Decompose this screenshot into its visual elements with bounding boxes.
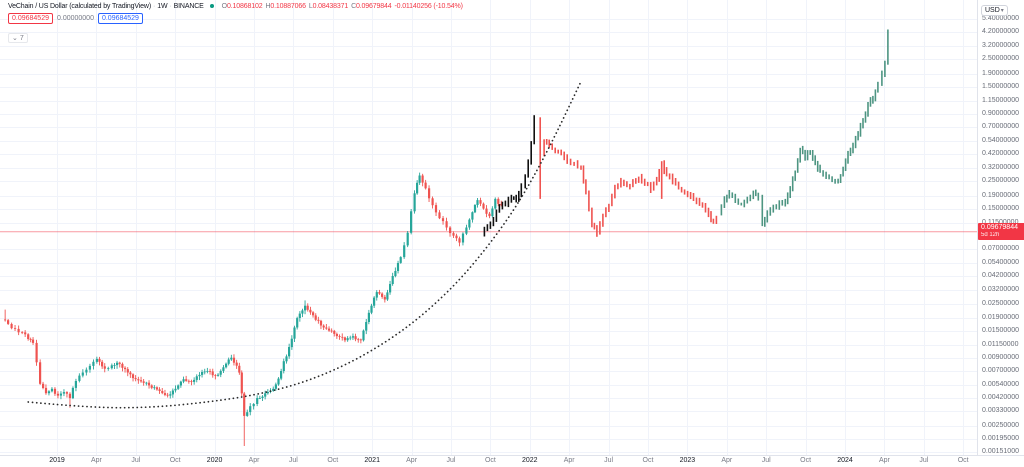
price-tick-label: 0.54000000 (982, 136, 1019, 144)
time-tick-label: Jul (919, 457, 929, 464)
time-tick-label: Oct (957, 457, 969, 464)
price-tick-label: 1.50000000 (982, 82, 1019, 90)
price-axis[interactable]: USD▾ 0.09679844 5d 12h 5.40000000 4.20000… (977, 0, 1024, 455)
price-tick-label: 0.03200000 (982, 286, 1019, 294)
time-tick-label: Apr (406, 457, 418, 464)
price-tick-label: 0.32000000 (982, 164, 1019, 172)
price-tick-label: 0.70000000 (982, 122, 1019, 130)
time-tick-label: Apr (878, 457, 890, 464)
time-tick-label: 2023 (679, 457, 696, 464)
price-tick-label: 5.40000000 (982, 14, 1019, 22)
price-tick-label: 0.00330000 (982, 406, 1019, 414)
time-tick-label: Jul (131, 457, 141, 464)
price-tick-label: 0.42000000 (982, 150, 1019, 157)
segment-price-history (4, 172, 503, 446)
currency-unit-button[interactable]: USD▾ (981, 5, 1008, 16)
price-tick-label: 0.07000000 (982, 244, 1019, 252)
time-tick-label: 2022 (522, 457, 538, 464)
current-price-value: 0.09679844 (981, 224, 1018, 232)
time-tick-label: Apr (248, 457, 260, 464)
time-tick-label: Jul (446, 457, 456, 464)
time-tick-label: Oct (169, 457, 181, 464)
time-tick-label: Apr (563, 457, 575, 464)
current-price-tag: 0.09679844 5d 12h (978, 223, 1024, 241)
price-tick-label: 4.20000000 (982, 27, 1019, 35)
time-tick-label: Jul (604, 457, 614, 464)
time-tick-label: 2019 (49, 457, 65, 464)
price-tick-label: 0.01500000 (982, 326, 1019, 334)
price-tick-label: 0.90000000 (982, 109, 1019, 117)
price-tick-label: 0.00420000 (982, 394, 1019, 402)
price-tick-label: 0.00151000 (982, 448, 1019, 456)
price-tick-label: 0.11500000 (982, 218, 1019, 226)
time-tick-label: Apr (90, 457, 102, 464)
time-tick-label: 2024 (837, 457, 853, 464)
time-axis[interactable]: ⚙ 2019AprJulOct2020AprJulOct2021AprJulOc… (0, 455, 1024, 467)
time-tick-label: Oct (484, 457, 496, 464)
price-tick-label: 0.00900000 (982, 353, 1019, 361)
price-tick-label: 0.02500000 (982, 299, 1019, 307)
segment-bars-pattern-black (483, 115, 535, 237)
price-tick-label: 0.00195000 (982, 434, 1019, 442)
price-tick-label: 0.05400000 (982, 258, 1019, 266)
trend-curve-drawing[interactable] (27, 80, 582, 409)
price-tick-label: 3.20000000 (982, 42, 1019, 50)
price-tick-label: 1.90000000 (982, 70, 1019, 77)
chevron-down-icon: ▾ (1000, 8, 1004, 14)
price-tick-label: 0.19000000 (982, 192, 1019, 200)
time-tick-label: 2020 (206, 457, 223, 464)
bar-countdown: 5d 12h (981, 232, 1000, 239)
price-tick-label: 0.01900000 (982, 314, 1019, 322)
price-tick-label: 2.50000000 (982, 55, 1019, 63)
segment-bars-pattern-green (720, 29, 889, 227)
time-tick-label: Oct (800, 457, 812, 464)
price-tick-label: 0.00540000 (982, 380, 1019, 388)
candlestick-chart-canvas[interactable] (0, 0, 977, 455)
price-tick-label: 0.25000000 (982, 177, 1019, 185)
time-tick-label: 2021 (364, 457, 380, 464)
price-tick-label: 0.01150000 (982, 340, 1019, 348)
time-tick-label: Jul (288, 457, 298, 464)
time-tick-label: Oct (642, 457, 654, 464)
price-tick-label: 0.04200000 (982, 272, 1019, 280)
price-tick-label: 0.00250000 (982, 421, 1019, 429)
price-tick-label: 1.15000000 (982, 96, 1019, 104)
price-tick-label: 0.15000000 (982, 204, 1019, 212)
chart-plot-area[interactable]: VeChain / US Dollar (calculated by Tradi… (0, 0, 977, 455)
currency-unit-label: USD (985, 7, 1000, 14)
time-tick-label: Jul (761, 457, 771, 464)
price-tick-label: 0.00700000 (982, 367, 1019, 374)
time-tick-label: Apr (721, 457, 733, 464)
time-tick-label: Oct (327, 457, 339, 464)
segment-bars-pattern-red (539, 117, 718, 237)
